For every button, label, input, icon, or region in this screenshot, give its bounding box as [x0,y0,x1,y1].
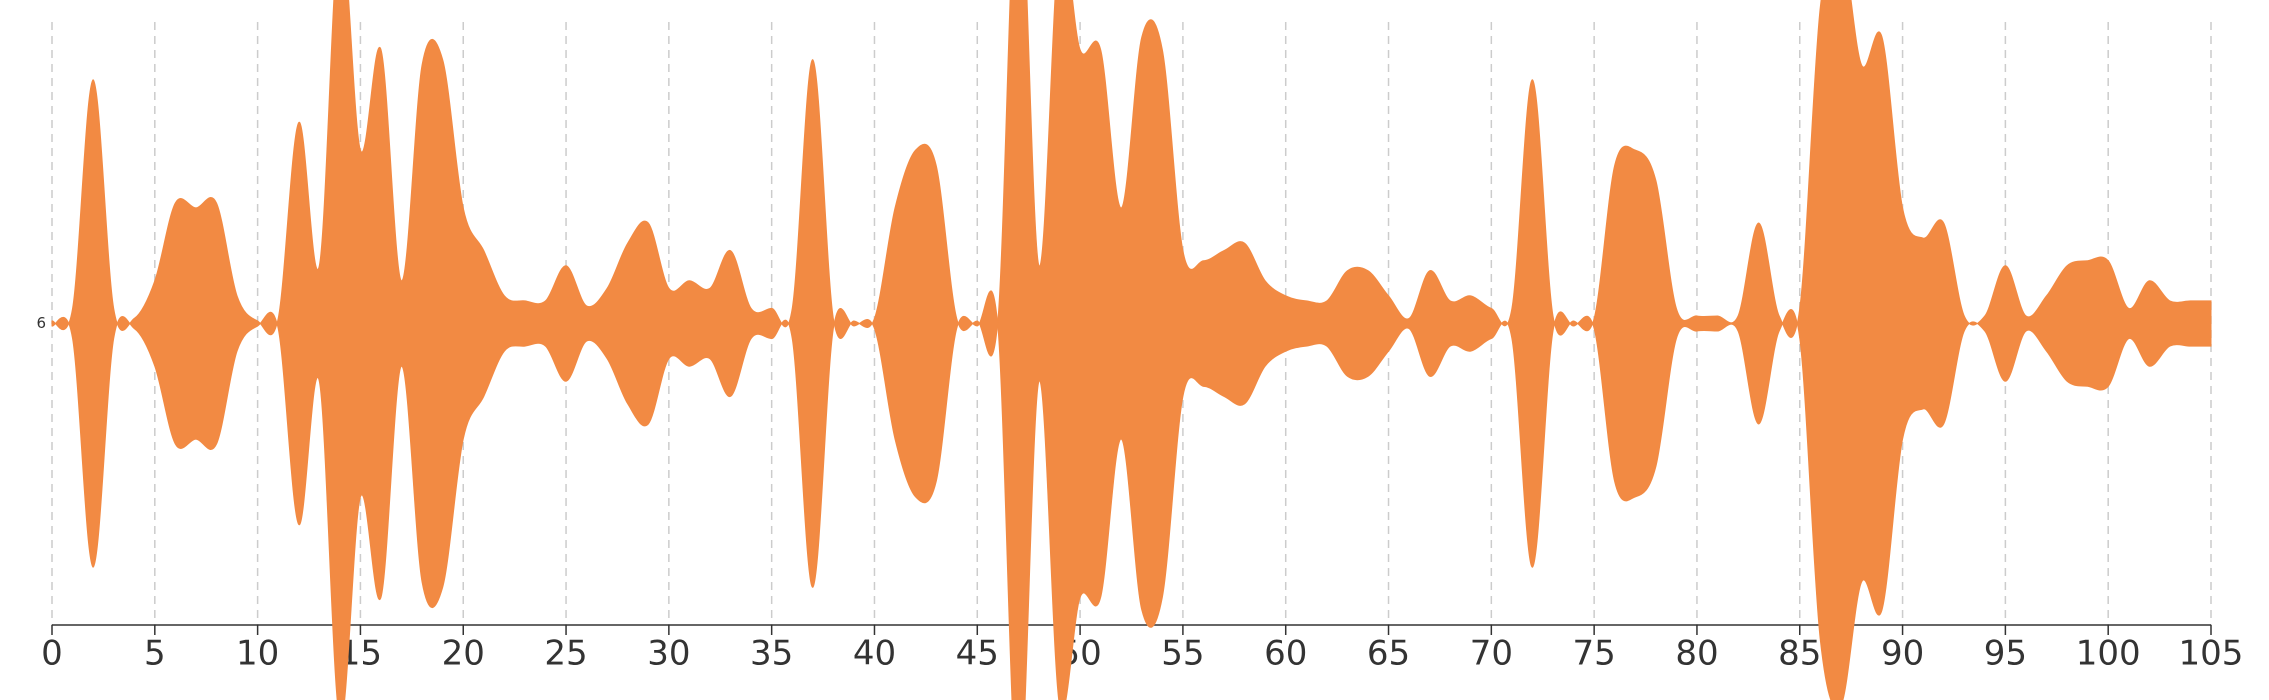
x-tick-label: 75 [1573,634,1616,674]
stream-lower [51,290,2212,700]
x-tick-label: 65 [1367,634,1410,674]
x-tick-label: 20 [442,634,485,674]
x-tick-label: 95 [1984,634,2027,674]
x-tick-label: 80 [1675,634,1718,674]
x-tick-label: 10 [236,634,279,674]
x-tick-label: 25 [544,634,587,674]
y-tick-label: 6 [36,314,46,332]
x-tick-label: 55 [1161,634,1204,674]
x-tick-label: 85 [1778,634,1821,674]
x-tick-label: 5 [144,634,166,674]
x-tick-label: 35 [750,634,793,674]
x-tick-label: 90 [1881,634,1924,674]
x-tick-label: 45 [956,634,999,674]
x-tick-label: 105 [2179,634,2244,674]
x-tick-label: 30 [647,634,690,674]
x-tick-label: 40 [853,634,896,674]
x-tick-label: 60 [1264,634,1307,674]
x-tick-label: 100 [2076,634,2141,674]
stream-upper [51,0,2212,357]
x-tick-label: 70 [1470,634,1513,674]
x-tick-label: 0 [41,634,63,674]
